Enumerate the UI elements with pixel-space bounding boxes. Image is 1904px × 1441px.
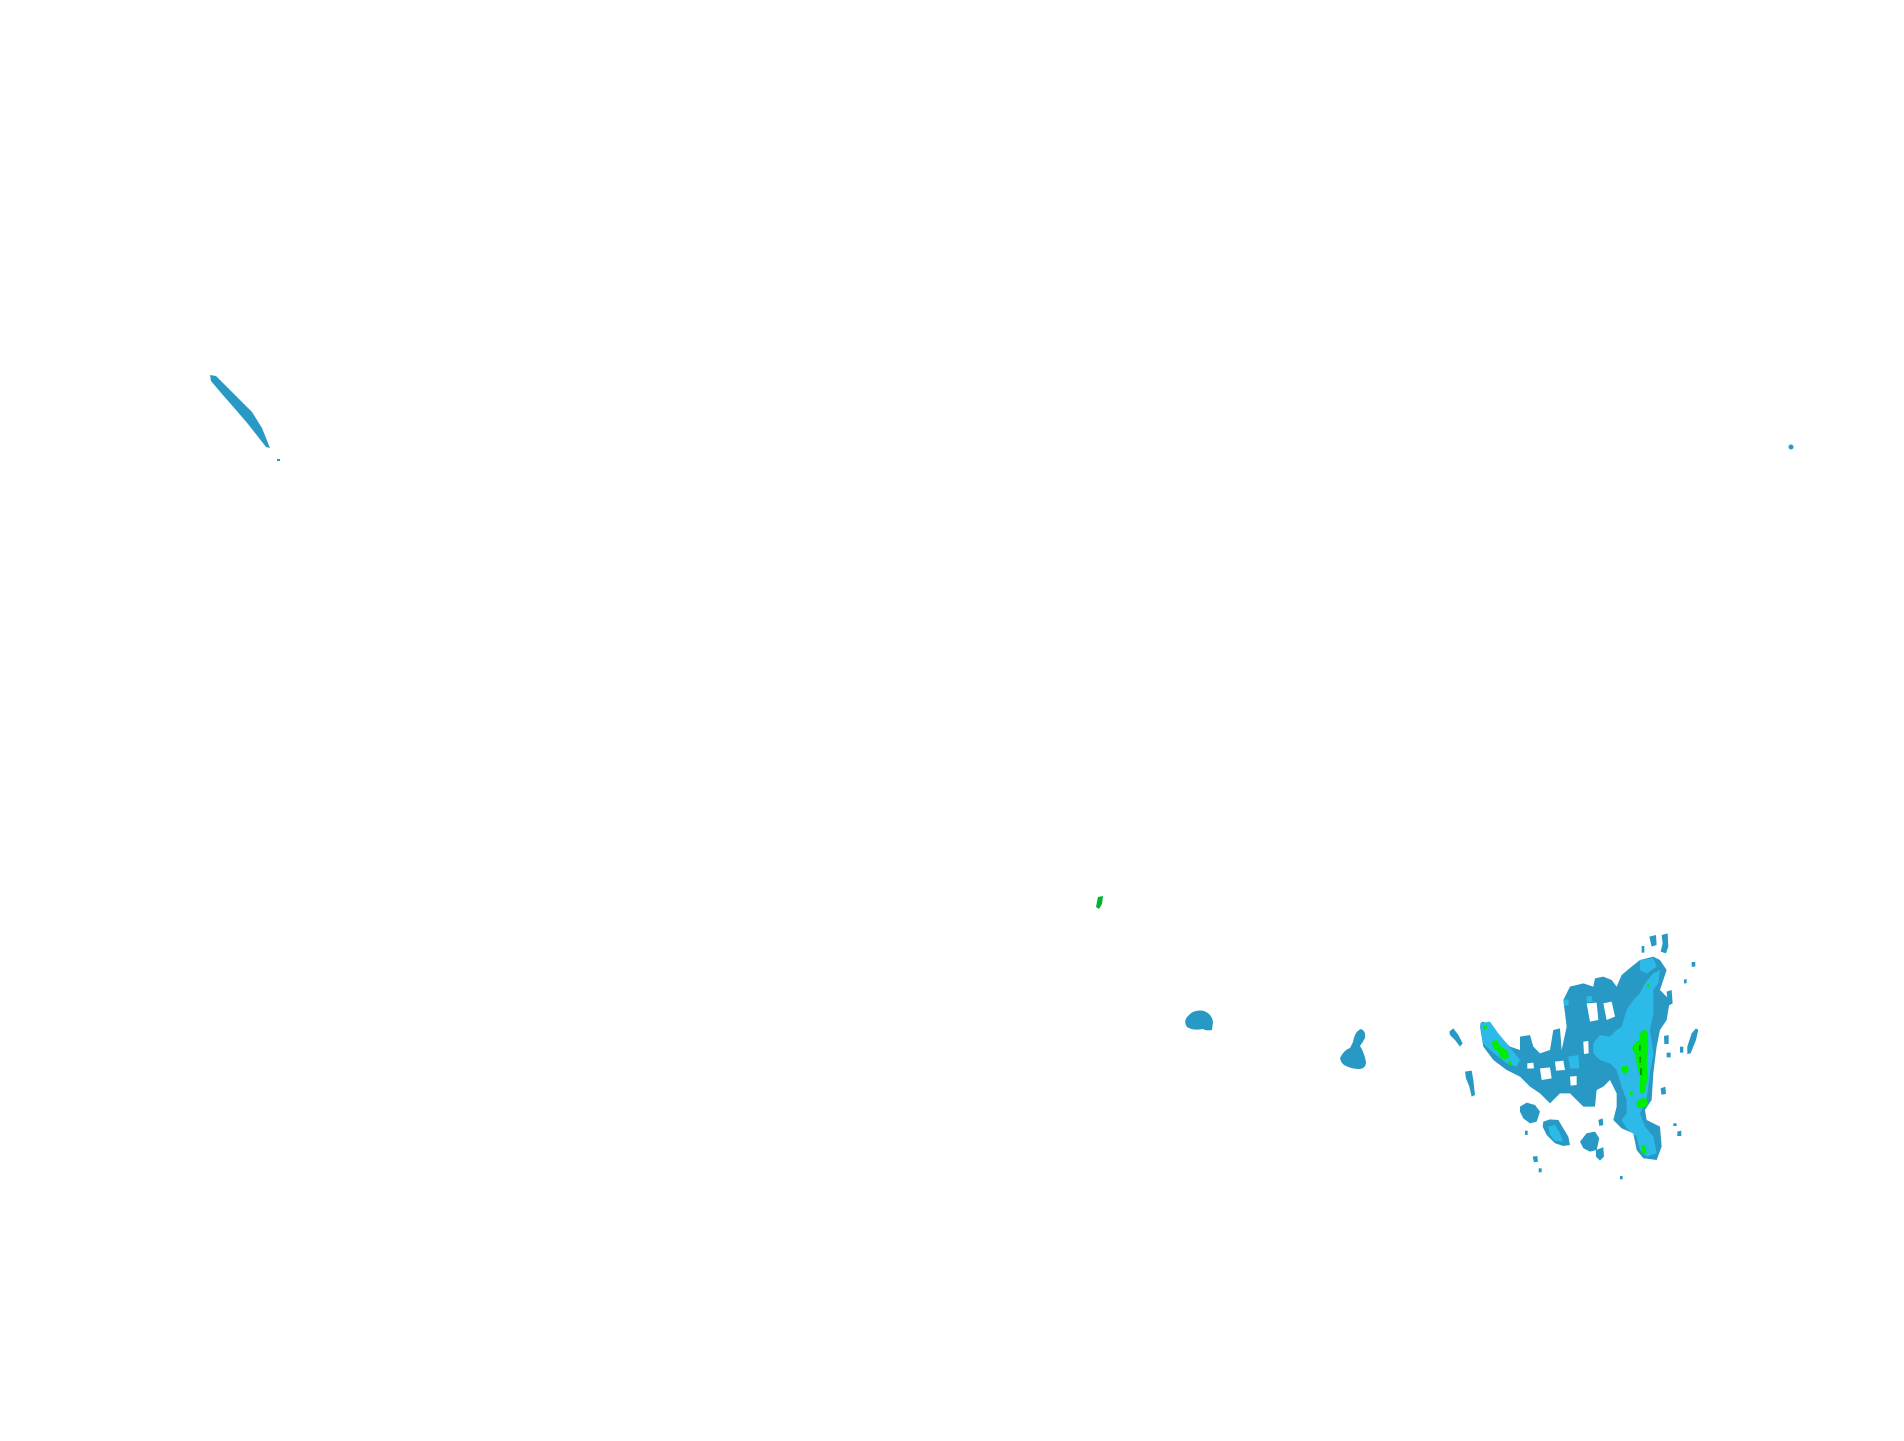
echo-blob [1185, 1010, 1213, 1031]
echo-cluster [1449, 933, 1699, 1180]
echo-green-cell [1096, 896, 1103, 909]
echo-dot [1788, 444, 1794, 450]
echo-streak [210, 375, 280, 461]
echo-blob [1340, 1029, 1366, 1069]
